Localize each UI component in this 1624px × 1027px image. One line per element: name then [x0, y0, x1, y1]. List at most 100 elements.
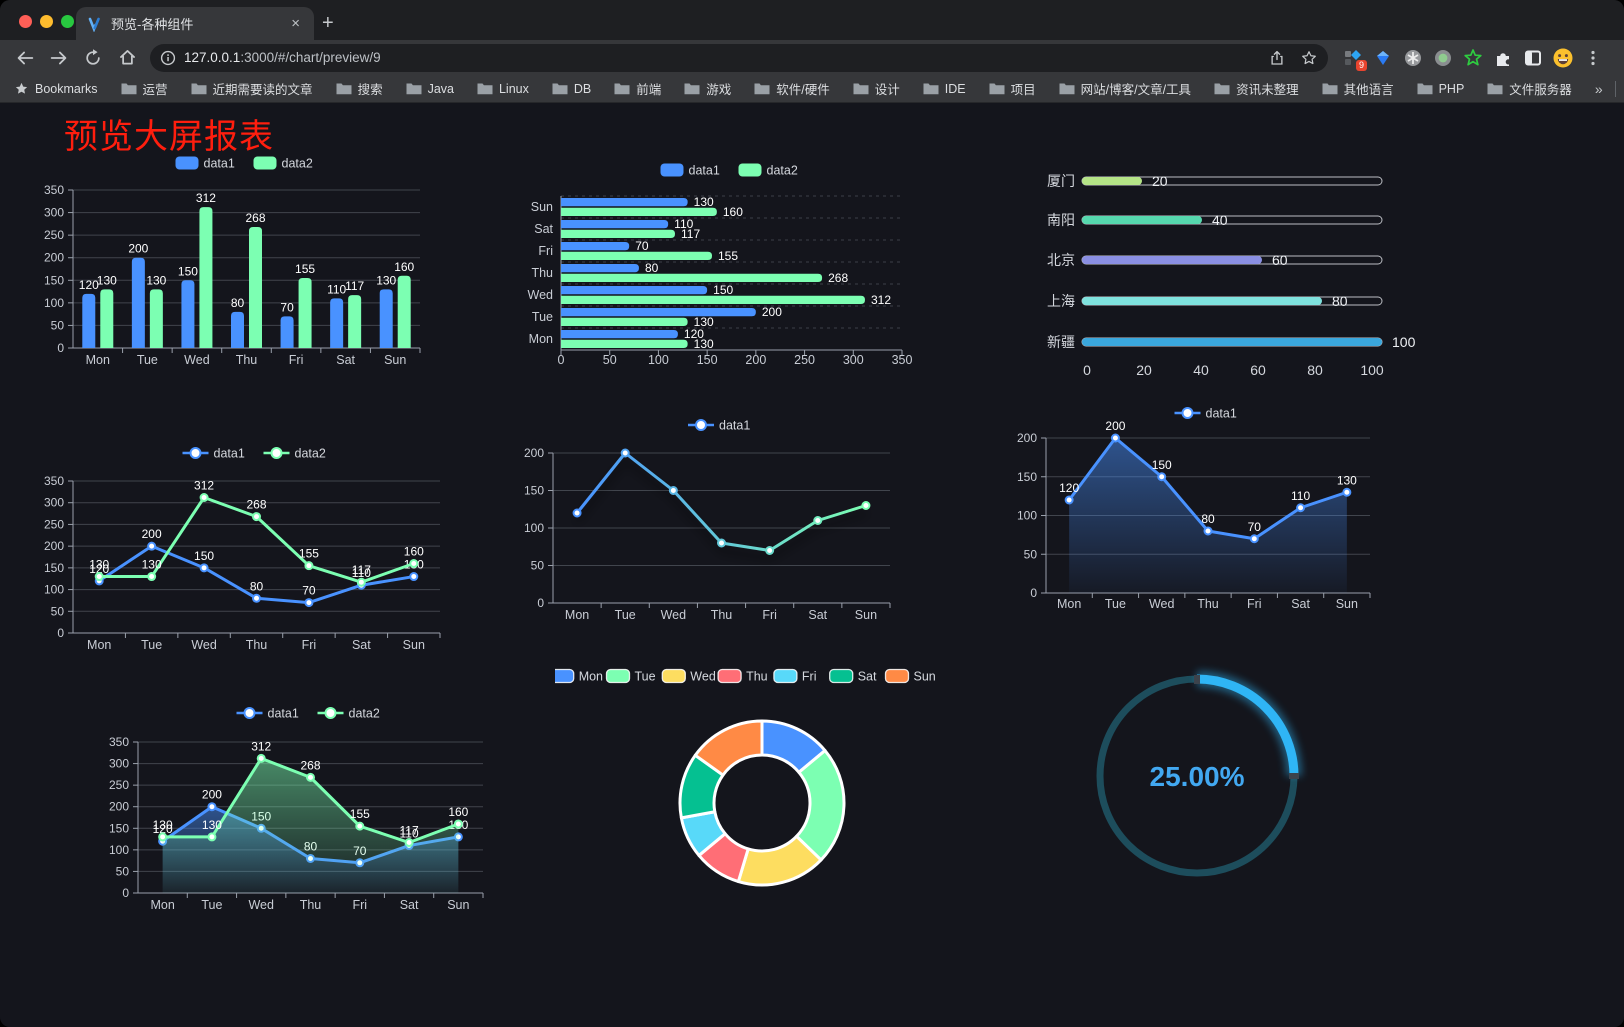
- svg-text:Fri: Fri: [302, 638, 317, 652]
- address-bar[interactable]: 127.0.0.1:3000/#/chart/preview/9: [150, 43, 1328, 72]
- bookmark-folder[interactable]: DB: [552, 82, 591, 96]
- extension-grid-icon[interactable]: 9: [1338, 44, 1368, 72]
- svg-text:200: 200: [524, 446, 544, 460]
- svg-text:150: 150: [1152, 458, 1172, 472]
- svg-text:312: 312: [196, 191, 216, 205]
- site-info-icon[interactable]: [160, 50, 176, 66]
- forward-button[interactable]: [42, 44, 76, 72]
- bookmark-folder[interactable]: 项目: [989, 79, 1036, 98]
- extension-record-icon[interactable]: [1428, 44, 1458, 72]
- sidebar-toggle-icon[interactable]: [1518, 44, 1548, 72]
- folder-icon: [853, 83, 869, 95]
- back-button[interactable]: [8, 44, 42, 72]
- bookmark-folder[interactable]: PHP: [1417, 82, 1464, 96]
- page-title: 预览大屏报表: [64, 118, 274, 156]
- city-progress-chart[interactable]: 厦门 20 南阳 40 北京 60 上海 80 新疆 100 0 20 40 60 80 100: [1000, 158, 1424, 393]
- svg-text:130: 130: [97, 273, 117, 287]
- svg-text:250: 250: [44, 517, 64, 531]
- svg-text:120: 120: [1059, 481, 1079, 495]
- bookmark-folder[interactable]: 搜索: [336, 79, 383, 98]
- svg-text:Sat: Sat: [858, 670, 877, 684]
- svg-text:150: 150: [713, 283, 733, 297]
- bookmark-folder[interactable]: 软件/硬件: [754, 79, 830, 98]
- svg-text:268: 268: [300, 758, 320, 772]
- svg-text:Sun: Sun: [531, 200, 553, 214]
- svg-text:120: 120: [89, 562, 109, 576]
- svg-text:0: 0: [57, 626, 64, 640]
- svg-text:上海: 上海: [1047, 293, 1075, 309]
- bookmark-folder[interactable]: IDE: [923, 82, 966, 96]
- url-path: :3000/#/chart/preview/9: [240, 50, 381, 65]
- extension-badge: 9: [1355, 59, 1367, 71]
- donut-chart[interactable]: Mon Tue Wed Thu Fri Sat Sun: [550, 636, 969, 936]
- tab-strip: 预览-各种组件 × +: [0, 0, 1624, 40]
- new-tab-button[interactable]: +: [322, 12, 334, 34]
- svg-text:80: 80: [231, 296, 245, 310]
- bookmarks-root-label: Bookmarks: [35, 81, 98, 96]
- svg-text:0: 0: [558, 353, 565, 367]
- svg-text:200: 200: [44, 539, 64, 553]
- share-icon[interactable]: [1268, 49, 1286, 67]
- area-chart-single[interactable]: data1 0 50 100 150 200 Mon Tue Wed Thu Fri Sat Sun 12…: [990, 398, 1410, 613]
- bookmark-folder[interactable]: 其他语言: [1322, 79, 1394, 98]
- extension-snowflake-icon[interactable]: [1398, 44, 1428, 72]
- horizontal-bar-chart[interactable]: data1 data2 0 50 100 150 200 250 300 350 Mon 120 130…: [505, 148, 942, 376]
- svg-text:268: 268: [245, 211, 265, 225]
- svg-text:110: 110: [400, 827, 419, 841]
- bookmark-folder[interactable]: Java: [406, 82, 454, 96]
- profile-emoji-icon[interactable]: [1548, 44, 1578, 72]
- bookmark-folder[interactable]: 近期需要读的文章: [191, 79, 313, 98]
- extension-gem-icon[interactable]: [1368, 44, 1398, 72]
- bookmark-folder-label: 资讯未整理: [1236, 83, 1299, 97]
- tab-preview-components[interactable]: 预览-各种组件 ×: [76, 7, 314, 40]
- svg-text:Wed: Wed: [690, 670, 716, 684]
- svg-text:0: 0: [57, 341, 64, 355]
- svg-text:117: 117: [352, 563, 371, 577]
- close-window-button[interactable]: [19, 15, 32, 28]
- extension-star-icon[interactable]: [1458, 44, 1488, 72]
- svg-text:Fri: Fri: [802, 670, 817, 684]
- bookmarks-overflow-chevron[interactable]: »: [1594, 80, 1603, 97]
- chart-canvas: data1 0 50 100 150 200 Mon Tue Wed Thu Fri Sat Sun: [524, 419, 891, 622]
- svg-text:160: 160: [404, 545, 424, 559]
- bookmarks-root[interactable]: Bookmarks: [14, 81, 98, 96]
- svg-text:Fri: Fri: [1247, 597, 1262, 611]
- tab-close-icon[interactable]: ×: [291, 15, 300, 32]
- bookmark-folder[interactable]: Linux: [477, 82, 529, 96]
- svg-text:70: 70: [635, 239, 649, 253]
- svg-text:160: 160: [448, 805, 468, 819]
- svg-text:155: 155: [718, 249, 738, 263]
- multi-line-chart[interactable]: data1 data2 0 50 100 150 200 250 300 350 Mon Tue Wed…: [35, 433, 475, 663]
- svg-text:100: 100: [524, 521, 544, 535]
- area-chart-multi[interactable]: data1 data2 0 50 100 150 200 250 300 350 Mon Tue Wed…: [95, 693, 545, 928]
- zoom-window-button[interactable]: [61, 15, 74, 28]
- reload-button[interactable]: [76, 44, 110, 72]
- svg-text:312: 312: [194, 479, 214, 493]
- svg-text:110: 110: [327, 282, 346, 296]
- bookmark-folder[interactable]: 前端: [614, 79, 661, 98]
- bookmark-star-icon[interactable]: [1300, 49, 1318, 67]
- svg-text:150: 150: [178, 264, 198, 278]
- bookmark-folder[interactable]: 游戏: [684, 79, 731, 98]
- svg-text:Wed: Wed: [1149, 597, 1175, 611]
- home-button[interactable]: [110, 44, 144, 72]
- bookmark-folder[interactable]: 资讯未整理: [1214, 79, 1299, 98]
- bookmark-folder[interactable]: 文件服务器: [1487, 79, 1572, 98]
- gauge-chart[interactable]: 25.00%: [1080, 663, 1320, 903]
- bookmarks-star-icon: [15, 82, 28, 94]
- extensions-puzzle-icon[interactable]: [1488, 44, 1518, 72]
- svg-text:20: 20: [1136, 362, 1152, 378]
- bookmark-folder[interactable]: 网站/博客/文章/工具: [1059, 79, 1191, 98]
- folder-icon: [1214, 83, 1230, 95]
- gradient-line-chart[interactable]: data1 0 50 100 150 200 Mon Tue Wed Thu Fri Sat Sun: [505, 403, 940, 631]
- svg-text:300: 300: [44, 206, 64, 220]
- minimize-window-button[interactable]: [40, 15, 53, 28]
- grouped-bar-chart[interactable]: data1 data2 0 50 100 150 200 250 300 350 Mon Tue Wed…: [35, 148, 475, 376]
- svg-text:50: 50: [531, 559, 545, 573]
- svg-text:新疆: 新疆: [1047, 334, 1075, 350]
- svg-text:60: 60: [1272, 252, 1288, 268]
- bookmark-folder[interactable]: 设计: [853, 79, 900, 98]
- svg-text:130: 130: [376, 273, 396, 287]
- browser-menu-kebab-icon[interactable]: [1578, 44, 1608, 72]
- bookmark-folder[interactable]: 运营: [121, 79, 168, 98]
